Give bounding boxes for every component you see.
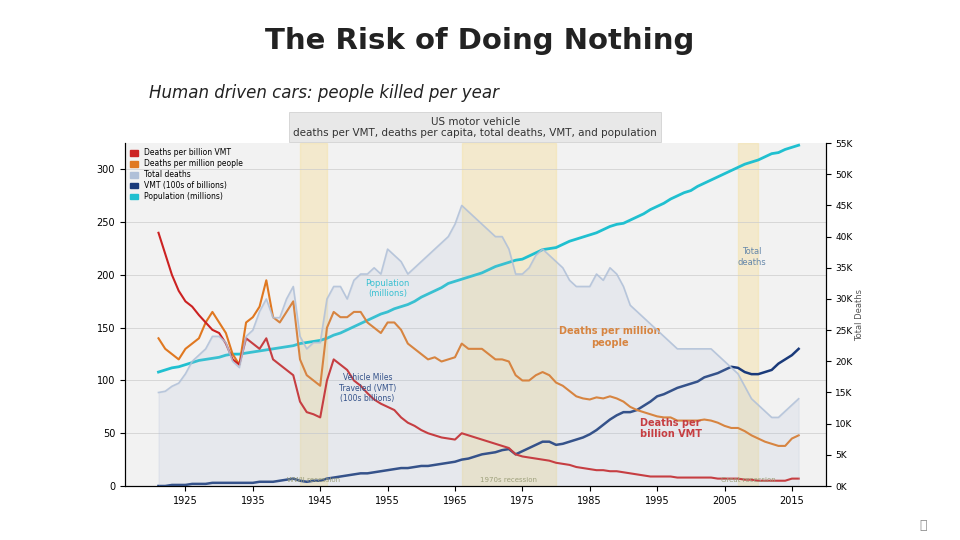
Text: Deaths per
billion VMT: Deaths per billion VMT [639, 418, 702, 440]
Text: Great recession: Great recession [721, 477, 776, 483]
Text: Human driven cars: people killed per year: Human driven cars: people killed per yea… [149, 84, 499, 102]
Y-axis label: Total Deaths: Total Deaths [855, 288, 864, 341]
Bar [738, 143, 758, 486]
Bar [300, 143, 327, 486]
Text: Deaths per million
people: Deaths per million people [560, 326, 660, 348]
Text: 🔊: 🔊 [919, 519, 926, 532]
Text: The Risk of Doing Nothing: The Risk of Doing Nothing [265, 27, 695, 55]
Text: Population
(millions): Population (millions) [366, 279, 410, 298]
Text: Vehicle Miles
Traveled (VMT)
(100s billions): Vehicle Miles Traveled (VMT) (100s billi… [339, 373, 396, 403]
Legend: Deaths per billion VMT, Deaths per million people, Total deaths, VMT (100s of bi: Deaths per billion VMT, Deaths per milli… [129, 147, 244, 202]
Text: 1970s recession: 1970s recession [480, 477, 538, 483]
Text: WWII recession: WWII recession [287, 477, 340, 483]
Text: Total
deaths: Total deaths [737, 247, 766, 267]
Bar [462, 143, 556, 486]
Title: US motor vehicle
deaths per VMT, deaths per capita, total deaths, VMT, and popul: US motor vehicle deaths per VMT, deaths … [294, 117, 657, 138]
